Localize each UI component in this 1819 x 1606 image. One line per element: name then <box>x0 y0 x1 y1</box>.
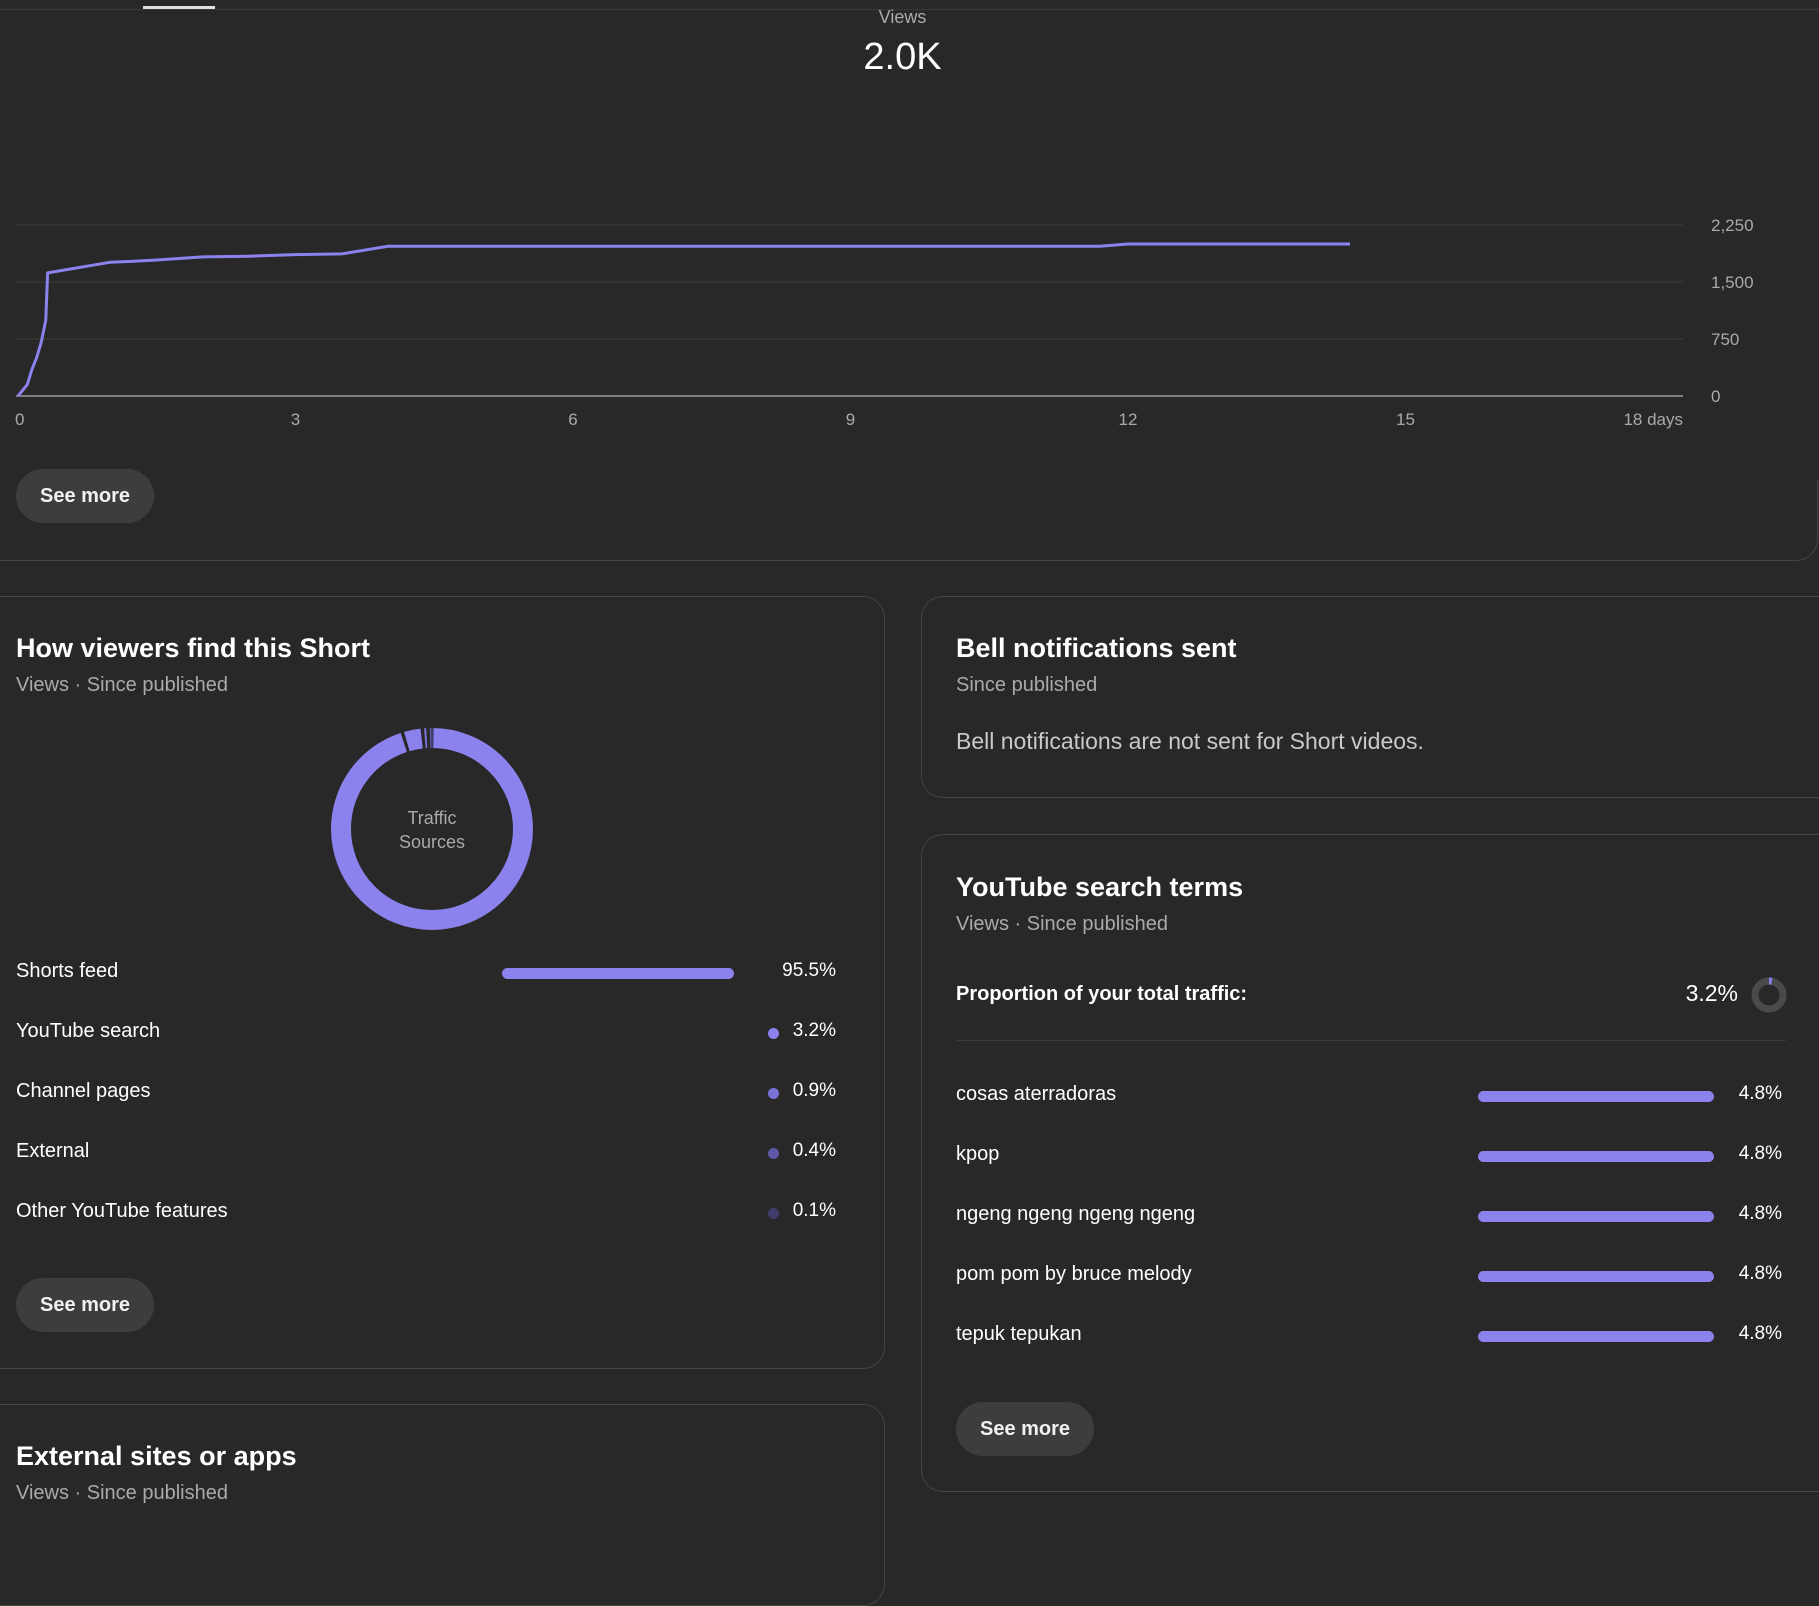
metric-label: Views <box>878 7 927 27</box>
bell-message: Bell notifications are not sent for Shor… <box>956 728 1424 754</box>
search-term-row[interactable]: tepuk tepukan 4.8% <box>956 1323 1782 1353</box>
external-sites-card <box>0 1404 885 1606</box>
traffic-source-bar <box>502 968 734 979</box>
search-term-bar <box>1478 1151 1714 1162</box>
traffic-see-more-button[interactable]: See more <box>16 1278 155 1332</box>
search-term-text: tepuk tepukan <box>956 1323 1082 1345</box>
traffic-source-dot <box>768 1028 779 1039</box>
search-term-row[interactable]: pom pom by bruce melody 4.8% <box>956 1263 1782 1293</box>
traffic-donut-svg <box>331 728 533 930</box>
traffic-source-pct: 0.4% <box>792 1140 836 1161</box>
search-term-row[interactable]: cosas aterradoras 4.8% <box>956 1083 1782 1113</box>
search-term-text: cosas aterradoras <box>956 1083 1117 1105</box>
y-tick-label: 1,500 <box>1711 273 1754 292</box>
traffic-row-shorts-feed[interactable]: Shorts feed 95.5% <box>16 960 836 990</box>
top-divider <box>0 9 1819 10</box>
search-terms-subtitle: Views · Since published <box>956 913 1168 935</box>
bell-subtitle: Since published <box>956 674 1098 696</box>
traffic-source-name: YouTube search <box>16 1020 161 1042</box>
search-terms-divider <box>956 1040 1786 1041</box>
traffic-source-pct: 3.2% <box>792 1020 836 1041</box>
search-term-bar <box>1478 1211 1714 1222</box>
y-tick-label: 2,250 <box>1711 216 1754 235</box>
search-terms-see-more-button[interactable]: See more <box>956 1402 1095 1456</box>
proportion-ring-fill <box>1751 977 1787 1013</box>
external-sites-title: External sites or apps <box>16 1441 297 1471</box>
search-term-bar <box>1478 1331 1714 1342</box>
search-term-bar <box>1478 1271 1714 1282</box>
x-tick-label: 3 <box>291 410 300 429</box>
search-term-pct: 4.8% <box>1738 1263 1782 1284</box>
x-tick-label: 15 <box>1396 410 1415 429</box>
search-term-pct: 4.8% <box>1738 1203 1782 1224</box>
traffic-source-name: External <box>16 1140 90 1162</box>
search-term-text: kpop <box>956 1143 1000 1165</box>
traffic-source-pct: 0.9% <box>792 1080 836 1101</box>
traffic-sources-subtitle: Views · Since published <box>16 674 228 696</box>
donut-center-label: Traffic Sources <box>329 806 535 854</box>
search-term-text: pom pom by bruce melody <box>956 1263 1192 1285</box>
traffic-row-external[interactable]: External 0.4% <box>16 1140 836 1170</box>
views-series-line <box>16 242 1350 397</box>
traffic-source-pct: 0.1% <box>792 1200 836 1221</box>
traffic-source-name: Channel pages <box>16 1080 151 1102</box>
y-tick-label: 0 <box>1711 387 1720 406</box>
x-tick-label: 9 <box>846 410 855 429</box>
proportion-ring-icon <box>1751 977 1787 1013</box>
views-see-more-button[interactable]: See more <box>16 469 155 523</box>
search-term-row[interactable]: ngeng ngeng ngeng ngeng 4.8% <box>956 1203 1782 1233</box>
traffic-source-dot <box>768 1148 779 1159</box>
traffic-row-youtube-search[interactable]: YouTube search 3.2% <box>16 1020 836 1050</box>
search-terms-card <box>921 834 1819 1492</box>
proportion-label: Proportion of your total traffic: <box>956 983 1248 1005</box>
y-tick-label: 750 <box>1711 330 1739 349</box>
search-terms-title: YouTube search terms <box>956 872 1244 902</box>
traffic-source-pct: 95.5% <box>782 960 836 981</box>
search-term-bar <box>1478 1091 1714 1102</box>
search-term-pct: 4.8% <box>1738 1083 1782 1104</box>
traffic-source-name: Shorts feed <box>16 960 119 982</box>
traffic-row-other-features[interactable]: Other YouTube features 0.1% <box>16 1200 836 1230</box>
active-tab-indicator <box>143 6 215 9</box>
proportion-value: 3.2% <box>1685 980 1738 1006</box>
x-tick-label: 18 days <box>1623 410 1683 429</box>
search-term-pct: 4.8% <box>1738 1323 1782 1344</box>
traffic-source-dot <box>768 1088 779 1099</box>
overview-panel-border <box>0 480 1818 561</box>
donut-label-line1: Traffic <box>407 808 457 828</box>
x-tick-label: 12 <box>1119 410 1138 429</box>
bell-title: Bell notifications sent <box>956 633 1237 663</box>
traffic-row-channel-pages[interactable]: Channel pages 0.9% <box>16 1080 836 1110</box>
donut-segment[interactable] <box>331 728 533 930</box>
views-line-chart: 2,250 1,500 750 0 0 3 6 9 12 15 18 days <box>15 216 1754 429</box>
search-term-row[interactable]: kpop 4.8% <box>956 1143 1782 1173</box>
traffic-sources-donut: Traffic Sources <box>329 726 535 932</box>
traffic-sources-card <box>0 596 885 1369</box>
traffic-sources-title: How viewers find this Short <box>16 633 371 663</box>
donut-label-line2: Sources <box>398 832 466 852</box>
search-term-pct: 4.8% <box>1738 1143 1782 1164</box>
bell-notifications-card <box>921 596 1819 798</box>
external-sites-subtitle: Views · Since published <box>16 1482 228 1504</box>
x-tick-label: 0 <box>15 410 24 429</box>
x-tick-label: 6 <box>568 410 577 429</box>
proportion-ring-track <box>1751 977 1787 1013</box>
search-term-text: ngeng ngeng ngeng ngeng <box>956 1203 1196 1225</box>
metric-value: 2.0K <box>863 36 942 78</box>
traffic-source-name: Other YouTube features <box>16 1200 228 1222</box>
traffic-source-dot <box>768 1208 779 1219</box>
